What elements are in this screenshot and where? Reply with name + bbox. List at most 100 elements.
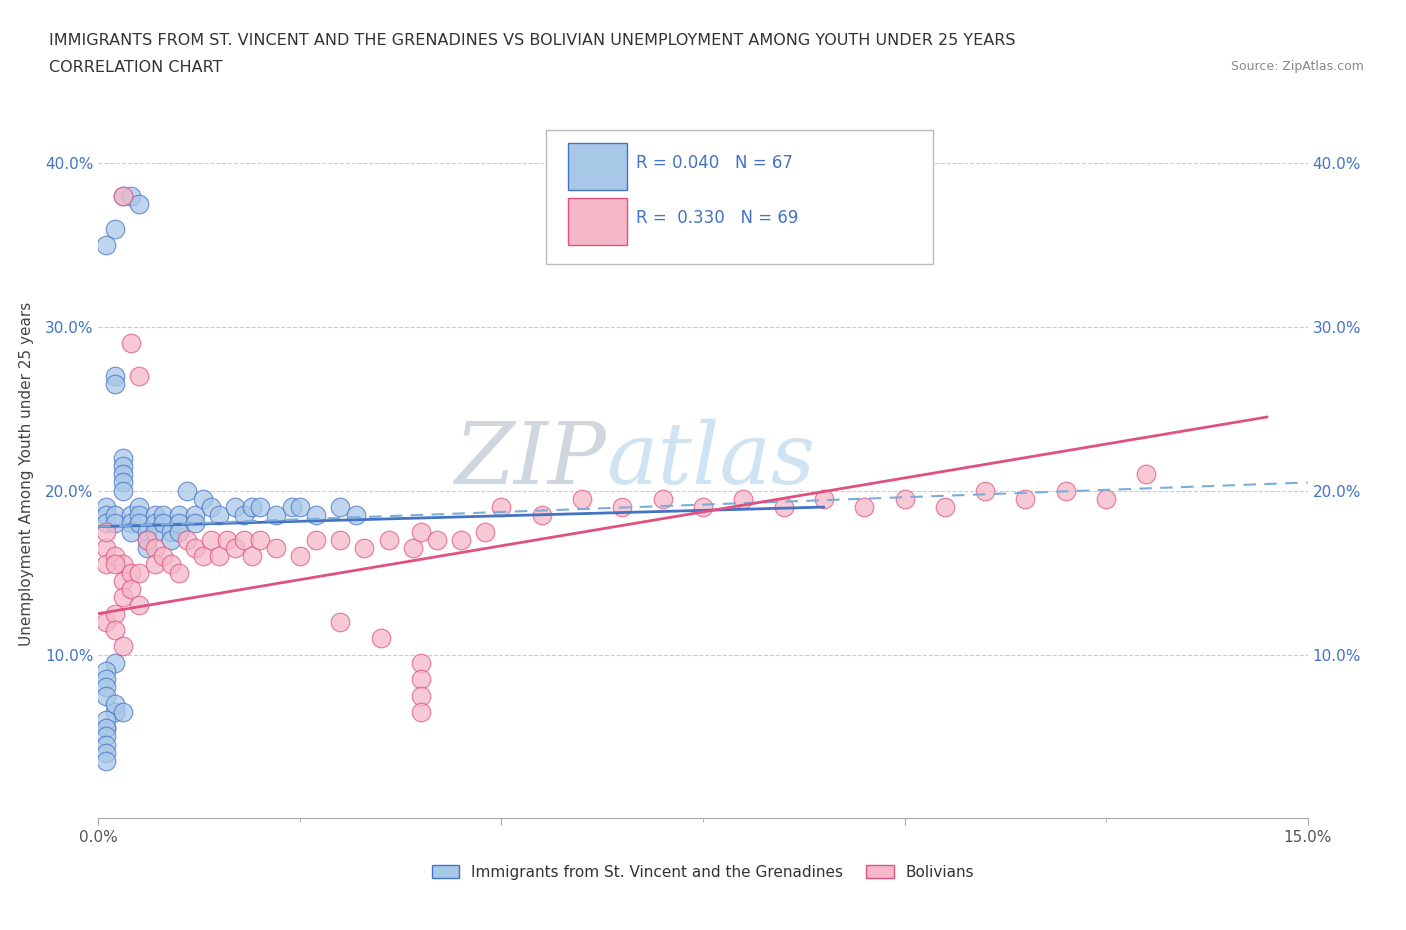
Point [208,549,231,564]
Point [491,499,513,514]
Text: R = 0.040   N = 67: R = 0.040 N = 67 [637,154,793,172]
Point [143,516,166,531]
Point [426,532,449,547]
Point [135,540,157,555]
Point [96,516,118,531]
Point [651,491,673,506]
Point [160,532,183,547]
Point [893,491,915,506]
Point [103,656,125,671]
Point [974,484,997,498]
Point [249,499,271,514]
Point [409,688,432,703]
Point [96,557,118,572]
Point [96,508,118,523]
Point [353,540,375,555]
Text: R =  0.330   N = 69: R = 0.330 N = 69 [637,209,799,227]
Text: atlas: atlas [606,419,815,502]
Point [143,557,166,572]
Point [281,499,304,514]
Point [232,508,254,523]
Point [103,606,125,621]
Point [152,516,174,531]
Point [249,532,271,547]
Point [128,196,150,211]
Point [111,557,134,572]
Point [103,704,125,719]
Point [167,508,190,523]
Point [329,615,352,630]
Point [120,508,142,523]
Point [135,525,157,539]
Point [96,671,118,686]
Point [200,532,222,547]
Legend: Immigrants from St. Vincent and the Grenadines, Bolivians: Immigrants from St. Vincent and the Gren… [432,865,974,880]
Point [96,663,118,678]
FancyBboxPatch shape [546,130,932,264]
Point [96,737,118,752]
Point [120,581,142,596]
Point [135,532,157,547]
Point [409,671,432,686]
Point [111,574,134,589]
Point [103,697,125,711]
Point [120,525,142,539]
Point [103,516,125,531]
Point [111,639,134,654]
Point [733,491,755,506]
Point [96,499,118,514]
Point [377,532,399,547]
Point [612,499,634,514]
FancyBboxPatch shape [568,198,627,246]
Point [111,188,134,203]
Point [167,565,190,580]
Point [111,704,134,719]
Point [176,484,198,498]
Point [1095,491,1118,506]
Point [96,721,118,736]
Point [96,680,118,695]
Point [103,508,125,523]
Point [160,557,183,572]
Point [193,549,215,564]
Point [96,688,118,703]
Point [370,631,392,645]
Point [135,532,157,547]
Point [96,615,118,630]
Point [103,221,125,236]
Point [167,525,190,539]
Text: Source: ZipAtlas.com: Source: ZipAtlas.com [1230,60,1364,73]
Point [96,729,118,744]
Point [200,499,222,514]
Text: ZIP: ZIP [454,419,606,502]
Point [853,499,876,514]
Point [224,499,246,514]
Point [128,508,150,523]
Point [305,532,328,547]
Point [305,508,328,523]
Point [409,525,432,539]
Point [240,549,263,564]
Point [288,549,311,564]
Point [111,188,134,203]
Point [1054,484,1077,498]
Point [120,336,142,351]
Point [143,540,166,555]
FancyBboxPatch shape [568,142,627,190]
Point [111,475,134,490]
Point [184,540,207,555]
Point [160,525,183,539]
Point [193,491,215,506]
Point [120,565,142,580]
Point [1135,467,1157,482]
Point [128,598,150,613]
Point [208,508,231,523]
Point [111,458,134,473]
Point [128,368,150,383]
Point [128,499,150,514]
Point [128,516,150,531]
Point [111,450,134,465]
Point [120,188,142,203]
Point [103,377,125,392]
Point [224,540,246,555]
